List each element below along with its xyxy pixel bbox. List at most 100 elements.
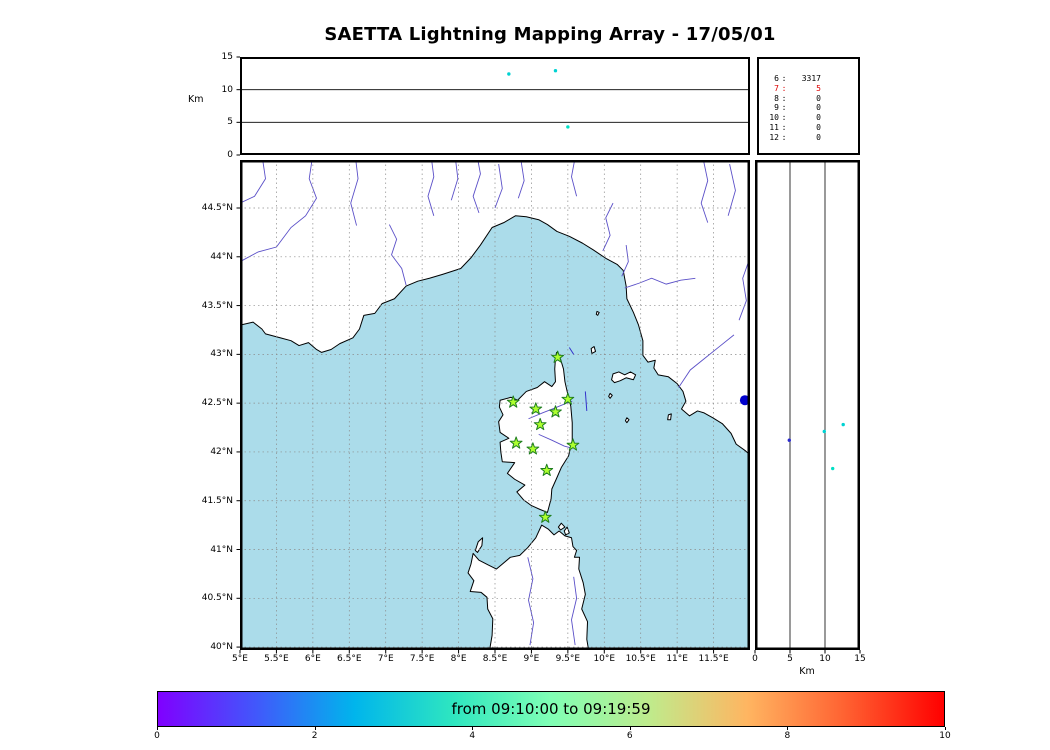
lon-tick-label: 10°E xyxy=(593,654,616,664)
station-marker xyxy=(529,402,543,415)
geographic-map-panel xyxy=(236,160,750,654)
river xyxy=(494,164,503,209)
lon-tick-label: 5°E xyxy=(232,654,248,664)
colorbar-tick-label: 4 xyxy=(469,731,476,741)
lightning-point xyxy=(553,69,558,73)
river xyxy=(571,160,578,197)
lat-tick-label: 43.5°N xyxy=(201,300,233,311)
stat-value: 3317 xyxy=(801,74,821,83)
lightning-point xyxy=(831,466,835,471)
lightning-track xyxy=(584,391,588,411)
river xyxy=(388,224,407,286)
river xyxy=(624,277,696,289)
river xyxy=(240,160,266,204)
stat-row: 12: 0 xyxy=(765,133,858,143)
stat-row: 9: 0 xyxy=(765,103,858,113)
tick-mark xyxy=(314,727,316,730)
station-marker xyxy=(549,405,562,418)
figure-title: SAETTA Lightning Mapping Array - 17/05/0… xyxy=(324,24,776,45)
lightning-point xyxy=(739,395,750,406)
source-counts-panel: 6: 3317 7: 5 8: 0 9: 0 10: 0 11: 0 12: 0 xyxy=(757,57,860,155)
river xyxy=(700,160,709,223)
station-marker xyxy=(538,510,552,523)
colorbar-tick-label: 10 xyxy=(939,731,951,741)
landmass xyxy=(240,160,750,456)
lightning-point xyxy=(822,429,826,434)
altitude-tick-label: 15 xyxy=(221,52,233,62)
river xyxy=(527,557,535,646)
station-marker xyxy=(526,442,540,455)
river xyxy=(678,334,735,388)
stat-value: 0 xyxy=(816,93,821,103)
map-content xyxy=(240,160,750,650)
stat-value: 0 xyxy=(816,132,821,142)
lightning-point xyxy=(787,438,791,442)
altitude-tick-label: 5 xyxy=(787,654,793,664)
lon-tick-label: 5.5°E xyxy=(264,654,289,664)
landmass xyxy=(557,522,566,531)
landmass xyxy=(608,392,613,399)
lon-tick-label: 7.5°E xyxy=(409,654,435,664)
lon-tick-label: 6°E xyxy=(304,654,321,664)
panel-border xyxy=(240,57,750,155)
lon-tick-label: 7°E xyxy=(377,654,394,664)
river xyxy=(517,160,525,199)
stat-separator: : xyxy=(781,113,787,123)
stat-value: 0 xyxy=(816,122,821,132)
lat-tick-label: 42.5°N xyxy=(201,398,233,409)
colorbar-tick-label: 6 xyxy=(626,731,633,741)
lat-tick-label: 41.5°N xyxy=(201,495,233,506)
river xyxy=(602,202,614,252)
colorbar-tick-label: 8 xyxy=(784,731,791,741)
time-colorbar: from 09:10:00 to 09:19:59 xyxy=(157,691,945,727)
altitude-vs-latitude-panel xyxy=(754,160,861,654)
stat-separator: : xyxy=(781,83,787,93)
lon-tick-label: 9.5°E xyxy=(555,654,581,664)
lat-tick-label: 41°N xyxy=(210,544,233,555)
tick-mark xyxy=(629,727,631,730)
stat-value: 0 xyxy=(816,103,821,113)
landmass xyxy=(624,417,630,424)
km-axis-label: Km xyxy=(799,666,815,677)
stat-separator: : xyxy=(781,122,787,132)
landmass xyxy=(595,310,600,316)
lon-tick-label: 11.5°E xyxy=(698,654,729,664)
landmass xyxy=(467,524,590,650)
stat-row: 8: 0 xyxy=(765,94,858,104)
stat-key: 6 xyxy=(774,74,779,83)
altitude-vs-longitude-panel xyxy=(236,56,750,156)
lon-tick-label: 10.5°E xyxy=(625,654,656,664)
landmass xyxy=(667,413,672,421)
river xyxy=(240,160,317,263)
lon-tick-label: 11°E xyxy=(666,654,688,664)
station-marker xyxy=(540,463,554,476)
stat-separator: : xyxy=(781,93,787,103)
stat-row: 10: 0 xyxy=(765,113,858,123)
landmass xyxy=(474,537,484,553)
stat-row: 11: 0 xyxy=(765,123,858,133)
lat-tick-label: 40.5°N xyxy=(201,593,233,604)
altitude-tick-label: 10 xyxy=(819,654,831,664)
panel-border xyxy=(755,160,860,650)
river xyxy=(472,160,481,214)
tick-mark xyxy=(472,727,474,730)
stat-key: 11 xyxy=(769,122,779,132)
lightning-track xyxy=(568,347,575,355)
lat-tick-label: 43°N xyxy=(210,349,233,360)
station-marker xyxy=(561,392,575,405)
altitude-tick-label: 15 xyxy=(854,654,866,664)
stat-separator: : xyxy=(781,103,787,113)
river xyxy=(621,245,629,277)
stat-key: 12 xyxy=(769,132,779,142)
river xyxy=(427,160,435,216)
tick-mark xyxy=(945,727,946,730)
stat-value: 0 xyxy=(816,113,821,123)
landmass xyxy=(563,526,570,536)
tick-mark xyxy=(787,727,789,730)
stat-key: 7 xyxy=(774,83,779,93)
panel-background xyxy=(240,57,750,155)
colorbar-time-range-label: from 09:10:00 to 09:19:59 xyxy=(451,700,651,718)
river xyxy=(571,576,578,646)
colorbar-tick-label: 2 xyxy=(311,731,318,741)
stat-separator: : xyxy=(781,132,787,142)
